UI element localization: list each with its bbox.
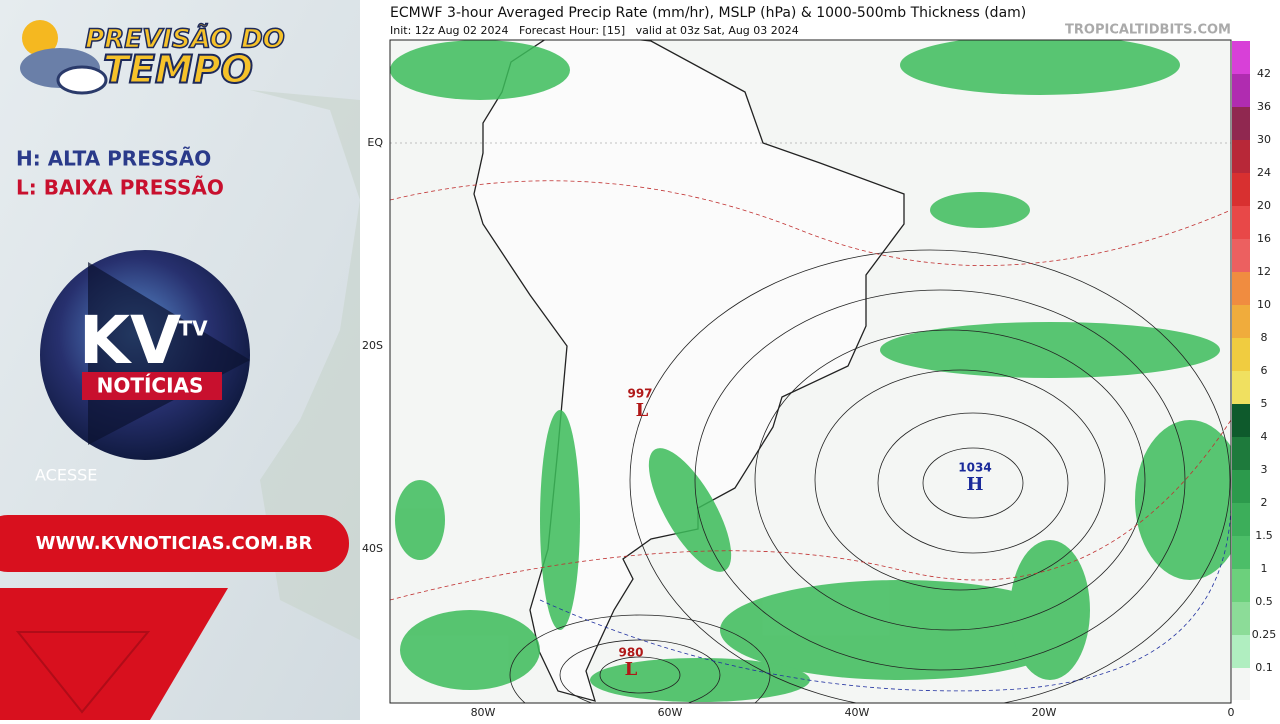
- colorbar-label: 24: [1257, 166, 1271, 179]
- red-shape: [0, 588, 228, 720]
- colorbar-segment: [1232, 107, 1250, 140]
- lat-labels: EQ 20S 40S: [362, 136, 383, 555]
- colorbar-label: 42: [1257, 67, 1271, 80]
- isobars: [509, 249, 1231, 703]
- map-body: [390, 40, 1231, 703]
- map-source: TROPICALTIDBITS.COM: [1065, 23, 1231, 38]
- colorbar-segment: [1232, 305, 1250, 338]
- colorbar-segment: [1232, 140, 1250, 173]
- system-value: 980: [618, 646, 643, 660]
- colorbar-label: 20: [1257, 199, 1271, 212]
- lon-label: 40W: [845, 706, 870, 719]
- legend-low: L: BAIXA PRESSÃO: [16, 176, 224, 200]
- colorbar-segment: [1232, 536, 1250, 569]
- thickness: [390, 180, 1231, 601]
- colorbar-label: 16: [1257, 232, 1271, 245]
- colorbar-label: 0.25: [1252, 628, 1277, 641]
- colorbar-segment: [1232, 602, 1250, 635]
- colorbar-label: 1: [1261, 562, 1268, 575]
- colorbar-segment: [1232, 41, 1250, 74]
- colorbar-label: 3: [1261, 463, 1268, 476]
- red-outline: [15, 631, 151, 714]
- colorbar-segment: [1232, 635, 1250, 668]
- show-title: PREVISÃO DO: [85, 23, 285, 55]
- system-value: 1034: [958, 461, 991, 475]
- continent: [473, 40, 905, 702]
- thickness-cold: [539, 480, 1231, 692]
- logo-sup: TV: [178, 317, 208, 341]
- map-subtitle: Init: 12z Aug 02 2024 Forecast Hour: [15…: [390, 24, 799, 37]
- colorbar-segment: [1232, 206, 1250, 239]
- colorbar-label: 30: [1257, 133, 1271, 146]
- colorbar-label: 5: [1261, 397, 1268, 410]
- precip: [390, 40, 1231, 702]
- cta-text: ACESSE: [35, 466, 97, 485]
- lat-label: EQ: [367, 136, 383, 149]
- colorbar-segment: [1232, 338, 1250, 371]
- colorbar-segment: [1232, 239, 1250, 272]
- system-symbol: L: [636, 400, 649, 421]
- colorbar-segment: [1232, 173, 1250, 206]
- colorbar-label: 4: [1261, 430, 1268, 443]
- kv-logo: KV TV NOTÍCIAS: [40, 250, 250, 460]
- map-title: ECMWF 3-hour Averaged Precip Rate (mm/hr…: [390, 5, 1026, 21]
- system-value: 997: [627, 387, 652, 401]
- colorbar-label: 12: [1257, 265, 1271, 278]
- colorbar: 42 36 30 24 20 16 12 10 8 6 5 4 3 2 1.5 1 0.5 0.25 0.1: [1232, 41, 1276, 700]
- colorbar-segment: [1232, 569, 1250, 602]
- lon-label: 60W: [658, 706, 683, 719]
- lon-label: 0: [1228, 706, 1235, 719]
- system-symbol: H: [966, 474, 983, 495]
- lon-label: 20W: [1032, 706, 1057, 719]
- logo-sub: NOTÍCIAS: [97, 374, 204, 398]
- lat-label: 20S: [362, 339, 383, 352]
- system-symbol: L: [625, 659, 638, 680]
- bg-map: [250, 90, 360, 640]
- colorbar-label: 10: [1257, 298, 1271, 311]
- colorbar-label: 1.5: [1255, 529, 1273, 542]
- colorbar-label: 0.5: [1255, 595, 1273, 608]
- pressure-systems: 1034 H 997 L 980 L: [618, 387, 991, 681]
- colorbar-label: 0.1: [1255, 661, 1273, 674]
- colorbar-label: 2: [1261, 496, 1268, 509]
- map-frame: [389, 39, 1232, 704]
- colorbar-label: 8: [1261, 331, 1268, 344]
- colorbar-segment: [1232, 74, 1250, 107]
- colorbar-base: [1232, 668, 1250, 700]
- lon-label: 80W: [471, 706, 496, 719]
- colorbar-segment: [1232, 503, 1250, 536]
- url-text[interactable]: WWW.KVNOTICIAS.COM.BR: [36, 533, 313, 554]
- colorbar-label: 6: [1261, 364, 1268, 377]
- weather-logo: PREVISÃO DO TEMPO: [20, 20, 286, 95]
- logo-main: KV: [79, 302, 181, 379]
- colorbar-segment: [1232, 404, 1250, 437]
- colorbar-segment: [1232, 371, 1250, 404]
- colorbar-segment: [1232, 470, 1250, 503]
- colorbar-segment: [1232, 437, 1250, 470]
- lat-label: 40S: [362, 542, 383, 555]
- show-title: TEMPO: [103, 48, 253, 92]
- url-button[interactable]: WWW.KVNOTICIAS.COM.BR: [0, 515, 349, 572]
- legend-high: H: ALTA PRESSÃO: [16, 147, 211, 171]
- colorbar-label: 36: [1257, 100, 1271, 113]
- colorbar-segment: [1232, 272, 1250, 305]
- lon-labels: 80W 60W 40W 20W 0: [471, 706, 1235, 719]
